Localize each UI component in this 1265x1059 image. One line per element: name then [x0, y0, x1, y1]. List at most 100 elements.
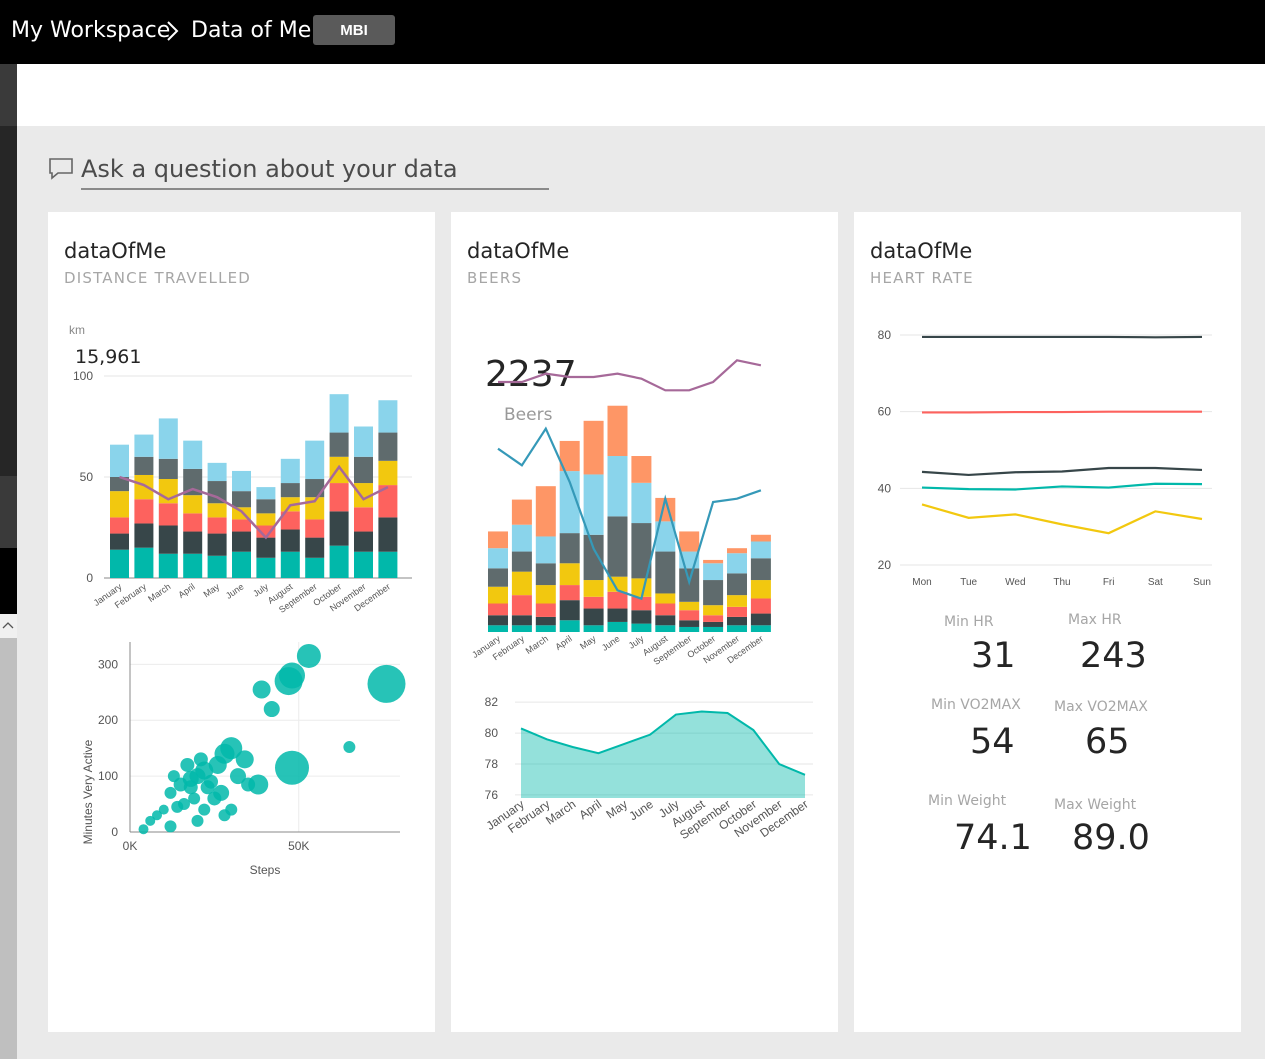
distance-bar-segment — [110, 444, 129, 477]
beer-bar-segment — [583, 534, 604, 581]
x-tick-label: May — [578, 633, 598, 651]
beer-bar-segment — [679, 601, 700, 611]
scatter-point — [343, 741, 356, 754]
beer-bar-segment — [703, 621, 724, 627]
y-tick-label: 80 — [878, 328, 892, 342]
distance-bar-segment — [354, 507, 373, 532]
chevron-right-icon — [167, 21, 179, 41]
x-tick-label: March — [524, 633, 550, 656]
beer-bar-segment — [607, 456, 628, 517]
distance-bar-segment — [329, 483, 349, 512]
y-tick-label: 300 — [98, 657, 118, 671]
beer-bar-segment — [750, 625, 771, 632]
beer-bar-segment — [655, 615, 676, 626]
heart-rate-line — [922, 410, 1202, 414]
tile-beers[interactable]: dataOfMe BEERS 2237 Beers January Februar… — [451, 212, 838, 1032]
distance-bar-segment — [207, 533, 227, 556]
breadcrumb-workspace[interactable]: My Workspace — [11, 18, 171, 43]
tile-heart-rate[interactable]: dataOfMe HEART RATE 80 60 40 20 Mon Tue Wed Thu… — [854, 212, 1241, 1032]
beer-bar-segment — [607, 608, 628, 622]
distance-total-label: 15,961 — [75, 346, 141, 368]
distance-bar-segment — [256, 513, 276, 526]
chat-bubble-icon — [49, 158, 73, 180]
heart-rate-line — [921, 466, 1203, 477]
x-tick-label: Fri — [1103, 577, 1115, 588]
distance-bar-segment — [378, 400, 398, 433]
beer-bar-segment — [679, 626, 700, 632]
distance-bar-segment — [256, 557, 276, 578]
distance-bar-segment — [183, 468, 203, 496]
beer-bar-segment — [631, 623, 652, 632]
beer-bar-segment — [750, 598, 771, 614]
distance-bar-segment — [158, 418, 178, 459]
scroll-up-button[interactable] — [0, 614, 17, 638]
distance-unit-label: km — [69, 323, 85, 337]
area-fill — [521, 711, 805, 798]
beer-bar-segment — [655, 551, 676, 594]
beer-bar-segment — [750, 613, 771, 626]
top-bar: My Workspace Data of Me MBI — [0, 0, 1265, 64]
scatter-point — [248, 774, 269, 795]
qa-question-input[interactable] — [81, 150, 549, 190]
distance-bar-segment — [305, 519, 325, 538]
distance-bar-segment — [280, 529, 300, 552]
x-tick-label: Thu — [1053, 577, 1070, 588]
beer-bar-segment — [488, 531, 508, 549]
nav-rail-segment[interactable] — [0, 126, 17, 476]
beer-bar-segment — [535, 585, 556, 604]
distance-bar-segment — [183, 513, 203, 532]
distance-bar-segment — [207, 462, 227, 482]
beer-bar-segment — [559, 533, 580, 564]
beer-bar-segment — [511, 595, 532, 616]
x-tick-label: April — [176, 581, 196, 600]
nav-rail-segment[interactable] — [0, 64, 17, 126]
scatter-point — [218, 809, 231, 822]
beer-bar-segment — [511, 551, 532, 572]
distance-bar-segment — [134, 474, 154, 500]
beer-bar-segment — [607, 621, 628, 632]
nav-rail-segment[interactable] — [0, 476, 17, 548]
beer-bar-segment — [631, 596, 652, 611]
beer-bar-segment — [511, 625, 532, 632]
y-tick-label: 0 — [111, 825, 118, 839]
y-tick-label: 0 — [86, 571, 93, 585]
beer-bar-segment — [679, 620, 700, 627]
distance-bar-segment — [232, 470, 251, 492]
steps-scatter-chart[interactable]: Minutes Very Active Steps 300 200 100 0 0K 50… — [48, 622, 435, 902]
tile-title: dataOfMe — [64, 239, 167, 263]
distance-bar-segment — [329, 511, 349, 546]
steps-xlabel: Steps — [250, 863, 281, 877]
distance-bar-segment — [305, 557, 325, 578]
distance-bar-segment — [183, 553, 203, 578]
beer-bar-segment — [750, 580, 771, 599]
beer-bar-segment — [727, 553, 747, 574]
scatter-point — [207, 791, 222, 806]
beer-bar-segment — [750, 541, 771, 559]
beer-bar-segment — [703, 605, 724, 616]
distance-bar-segment — [158, 503, 178, 526]
scatter-point — [167, 770, 180, 783]
beer-bar-segment — [511, 524, 532, 552]
heart-rate-chart[interactable]: 80 60 40 20 Mon Tue Wed Thu Fri Sat Sun — [854, 312, 1241, 602]
kpi-label: Max Weight — [1054, 797, 1137, 813]
distance-bar-segment — [329, 545, 349, 578]
distance-bar-segment — [158, 525, 178, 554]
beer-bar-segment — [559, 440, 580, 472]
tile-distance-travelled[interactable]: dataOfMe DISTANCE TRAVELLED km 15,961 10… — [48, 212, 435, 1032]
distance-bar-segment — [232, 491, 251, 508]
beers-label: Beers — [504, 405, 553, 425]
nav-rail-segment[interactable] — [0, 548, 17, 614]
distance-bar-segment — [305, 537, 325, 558]
scatter-point — [252, 680, 271, 699]
breadcrumb-dashboard[interactable]: Data of Me — [191, 18, 312, 43]
distance-bar-segment — [110, 549, 129, 578]
y-tick-label: 60 — [878, 405, 892, 419]
scatter-point — [230, 768, 246, 785]
beer-bar-segment — [583, 420, 604, 475]
distance-bar-segment — [329, 456, 349, 484]
kpi-label: Min HR — [944, 614, 994, 630]
distance-bar-segment — [207, 517, 227, 534]
